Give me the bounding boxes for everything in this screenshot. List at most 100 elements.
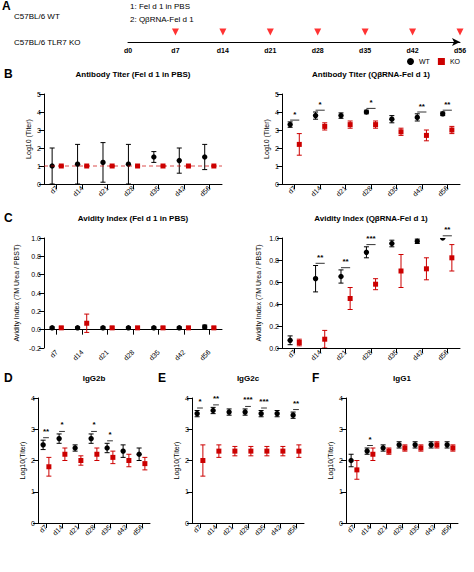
svg-text:**: ** (293, 399, 300, 408)
svg-text:4: 4 (275, 109, 279, 116)
svg-text:d42: d42 (269, 523, 282, 536)
svg-text:d7: d7 (192, 523, 203, 534)
svg-text:**: ** (342, 257, 349, 266)
svg-text:d56: d56 (199, 348, 212, 361)
svg-text:d7: d7 (287, 184, 298, 195)
svg-text:2: 2 (31, 457, 35, 464)
svg-text:d28: d28 (122, 348, 135, 361)
svg-text:***: *** (259, 397, 269, 406)
svg-text:2: QβRNA-Fel d 1: 2: QβRNA-Fel d 1 (130, 15, 194, 24)
svg-text:0.8: 0.8 (269, 257, 279, 264)
svg-text:**: ** (317, 253, 324, 262)
svg-text:4: 4 (185, 395, 189, 402)
svg-text:d28: d28 (122, 184, 135, 197)
svg-text:d35: d35 (253, 523, 266, 536)
svg-text:0: 0 (31, 520, 35, 527)
svg-text:d35: d35 (359, 47, 371, 54)
svg-text:*: * (368, 435, 372, 444)
svg-text:C57BL/6 WT: C57BL/6 WT (14, 12, 60, 21)
svg-text:3: 3 (31, 426, 35, 433)
svg-text:0.6: 0.6 (31, 271, 41, 278)
svg-text:*: * (92, 420, 96, 429)
svg-text:d7: d7 (49, 184, 60, 195)
svg-text:**: ** (419, 102, 426, 111)
svg-text:**: ** (444, 225, 451, 234)
svg-text:IgG2b: IgG2b (83, 374, 106, 383)
svg-text:d21: d21 (67, 523, 80, 536)
svg-text:d21: d21 (221, 523, 234, 536)
svg-text:*: * (60, 420, 64, 429)
svg-text:d35: d35 (407, 523, 420, 536)
svg-text:d14: d14 (71, 184, 84, 197)
svg-text:d14: d14 (309, 348, 322, 361)
svg-text:d21: d21 (264, 47, 276, 54)
svg-text:d7: d7 (171, 47, 179, 54)
svg-text:Avidity Index (Fel d 1 in PBS): Avidity Index (Fel d 1 in PBS) (78, 214, 189, 223)
svg-text:d14: d14 (359, 523, 372, 536)
svg-text:d56: d56 (199, 184, 212, 197)
svg-text:d14: d14 (309, 184, 322, 197)
svg-text:0: 0 (37, 181, 41, 188)
svg-text:5: 5 (275, 91, 279, 98)
svg-text:d42: d42 (411, 184, 424, 197)
svg-text:d14: d14 (71, 348, 84, 361)
svg-text:0.0: 0.0 (31, 326, 41, 333)
svg-text:d35: d35 (148, 348, 161, 361)
svg-text:d56: d56 (285, 523, 298, 536)
svg-text:2: 2 (275, 145, 279, 152)
svg-text:1: 1 (31, 488, 35, 495)
svg-text:Log10 (Titer): Log10 (Titer) (25, 119, 33, 159)
svg-text:Log10(Titer): Log10(Titer) (327, 442, 335, 480)
svg-text:d56: d56 (439, 523, 452, 536)
svg-text:-0.2: -0.2 (29, 345, 41, 352)
svg-text:2: 2 (185, 457, 189, 464)
svg-text:1: 1 (275, 163, 279, 170)
svg-text:d21: d21 (97, 348, 110, 361)
svg-text:0.2: 0.2 (31, 308, 41, 315)
svg-text:C57BL/6 TLR7 KO: C57BL/6 TLR7 KO (14, 38, 81, 47)
svg-text:d21: d21 (97, 184, 110, 197)
svg-text:d7: d7 (346, 523, 357, 534)
svg-text:0.0: 0.0 (269, 345, 279, 352)
svg-text:Log10(Titer): Log10(Titer) (173, 442, 181, 480)
svg-text:d28: d28 (83, 523, 96, 536)
svg-text:d42: d42 (173, 348, 186, 361)
svg-text:Antibody Titer (QβRNA-Fel d 1): Antibody Titer (QβRNA-Fel d 1) (312, 70, 430, 79)
svg-text:d56: d56 (454, 47, 466, 54)
svg-text:Avidity Index (7M Urea / PBST): Avidity Index (7M Urea / PBST) (13, 244, 21, 341)
svg-text:d21: d21 (335, 184, 348, 197)
svg-text:0.4: 0.4 (269, 301, 279, 308)
svg-text:d42: d42 (407, 47, 419, 54)
svg-text:F: F (312, 371, 319, 385)
svg-text:*: * (369, 98, 373, 107)
svg-text:0.4: 0.4 (31, 290, 41, 297)
svg-text:d56: d56 (437, 184, 450, 197)
svg-text:Avidity Index (QβRNA-Fel d 1): Avidity Index (QβRNA-Fel d 1) (314, 214, 428, 223)
svg-text:d42: d42 (411, 348, 424, 361)
svg-text:0.8: 0.8 (31, 253, 41, 260)
svg-text:*: * (108, 430, 112, 439)
svg-text:d56: d56 (437, 348, 450, 361)
svg-text:D: D (4, 371, 13, 385)
svg-text:**: ** (444, 100, 451, 109)
svg-text:Log10(Titer): Log10(Titer) (19, 442, 27, 480)
svg-text:A: A (2, 0, 11, 13)
svg-text:3: 3 (37, 127, 41, 134)
svg-text:d42: d42 (423, 523, 436, 536)
svg-text:0: 0 (339, 520, 343, 527)
svg-text:d28: d28 (360, 348, 373, 361)
svg-text:*: * (319, 100, 323, 109)
svg-text:4: 4 (339, 395, 343, 402)
svg-text:1: Fel d 1 in PBS: 1: Fel d 1 in PBS (130, 2, 190, 11)
svg-text:**: ** (43, 427, 50, 436)
svg-text:d21: d21 (375, 523, 388, 536)
svg-text:2: 2 (37, 145, 41, 152)
svg-text:4: 4 (31, 395, 35, 402)
svg-text:d56: d56 (131, 523, 144, 536)
svg-text:1.0: 1.0 (269, 235, 279, 242)
svg-text:*: * (293, 110, 297, 119)
svg-text:Log10 (Titer): Log10 (Titer) (263, 119, 271, 159)
svg-text:d28: d28 (391, 523, 404, 536)
svg-text:3: 3 (185, 426, 189, 433)
svg-text:IgG2c: IgG2c (237, 374, 260, 383)
